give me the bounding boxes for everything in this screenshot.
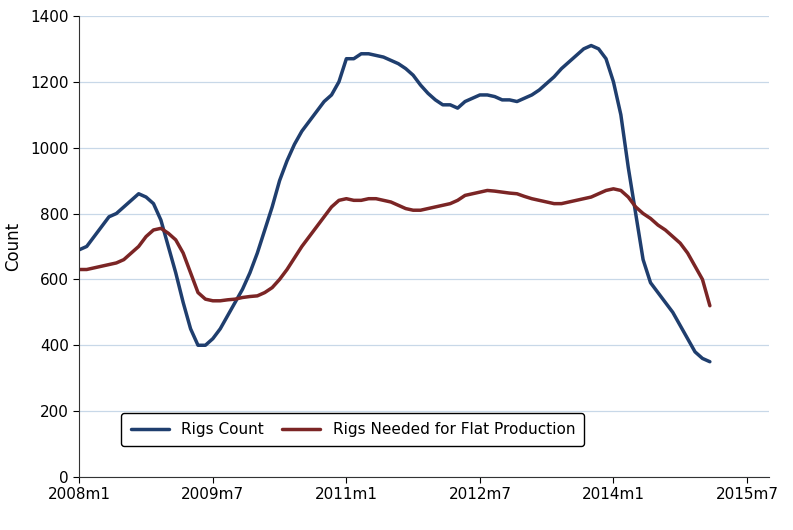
Line: Rigs Count: Rigs Count (79, 46, 710, 362)
Rigs Count (379, 54, 389, 60)
Rigs Needed for Flat Production (616, 187, 626, 193)
Line: Rigs Needed for Flat Production: Rigs Needed for Flat Production (79, 189, 710, 306)
Rigs Count (75, 246, 84, 253)
Rigs Count (90, 233, 99, 240)
Rigs Count (557, 65, 566, 72)
Rigs Needed for Flat Production (104, 261, 113, 268)
Rigs Count (586, 42, 596, 49)
Rigs Needed for Flat Production (705, 303, 714, 309)
Legend: Rigs Count, Rigs Needed for Flat Production: Rigs Count, Rigs Needed for Flat Product… (121, 413, 584, 446)
Rigs Count (616, 111, 626, 118)
Rigs Needed for Flat Production (609, 186, 619, 192)
Y-axis label: Count: Count (4, 222, 22, 271)
Rigs Needed for Flat Production (75, 266, 84, 272)
Rigs Needed for Flat Production (141, 233, 151, 240)
Rigs Count (705, 359, 714, 365)
Rigs Count (104, 214, 113, 220)
Rigs Needed for Flat Production (557, 200, 566, 207)
Rigs Needed for Flat Production (90, 264, 99, 271)
Rigs Count (141, 194, 151, 200)
Rigs Needed for Flat Production (379, 197, 389, 204)
